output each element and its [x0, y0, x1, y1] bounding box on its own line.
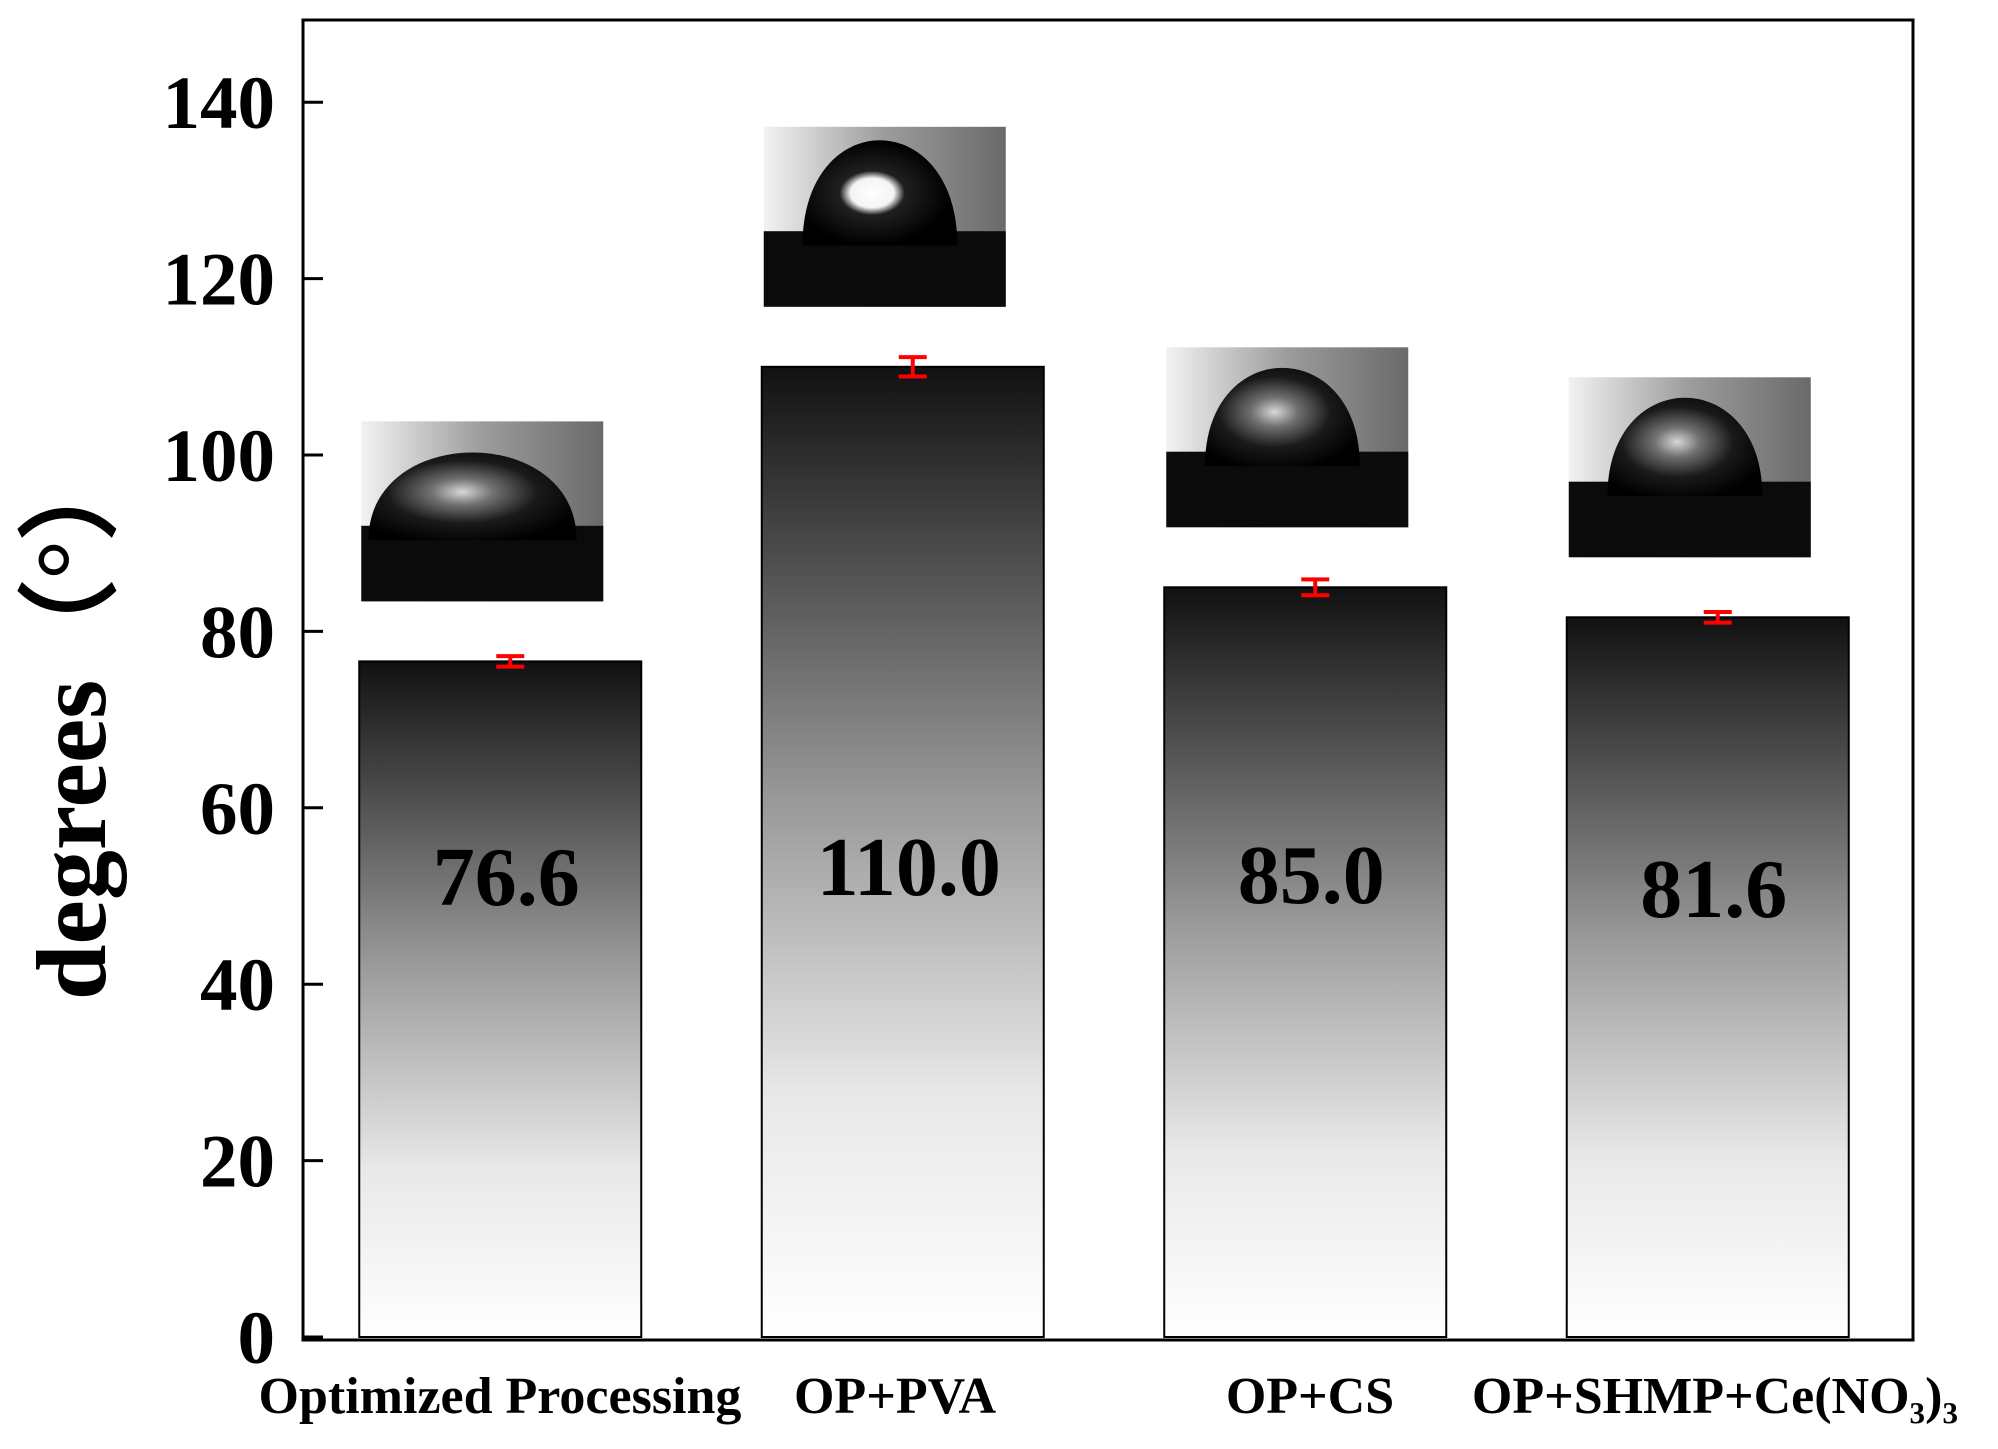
x-axis-categories: Optimized Processing OP+PVA OP+CS OP+SHMP+C… — [259, 1368, 1959, 1425]
bar-value-label: 85.0 — [1238, 829, 1385, 922]
error-bars — [496, 355, 1732, 669]
bar — [1565, 616, 1850, 1338]
y-tick-label: 20 — [200, 1121, 275, 1204]
droplet-photo — [361, 421, 604, 602]
y-tick-label: 60 — [200, 768, 275, 851]
droplet-photo — [763, 126, 1006, 307]
y-tick-label: 80 — [200, 591, 275, 674]
plot-frame — [301, 18, 1915, 1342]
droplet-insets — [361, 126, 1811, 602]
droplet-photo — [1568, 377, 1811, 558]
x-category-label: OP+CS — [1226, 1368, 1394, 1425]
y-tick-label: 140 — [163, 62, 276, 145]
x-category-label: OP+SHMP+Ce(NO₃)₃ — [1472, 1368, 1958, 1425]
y-tick-label: 100 — [163, 415, 276, 498]
bar-value-label: 76.6 — [433, 831, 580, 924]
value-labels: 76.6 110.0 85.0 81.6 — [433, 821, 1788, 936]
bar — [358, 660, 643, 1338]
bar — [760, 365, 1045, 1338]
bars — [358, 365, 1850, 1338]
bar-value-label: 110.0 — [817, 821, 1001, 914]
droplet-photo — [1166, 347, 1409, 528]
x-category-label: OP+PVA — [794, 1368, 996, 1425]
y-tick-label: 0 — [238, 1297, 276, 1380]
bar-value-label: 81.6 — [1640, 843, 1787, 936]
y-axis-ticks: 0 20 40 60 80 100 120 140 — [163, 62, 323, 1380]
bar — [1163, 586, 1448, 1338]
x-category-label: Optimized Processing — [259, 1368, 742, 1425]
y-axis-title: degrees（°） — [16, 440, 127, 1000]
y-tick-label: 40 — [200, 944, 275, 1027]
y-tick-label: 120 — [163, 239, 276, 322]
